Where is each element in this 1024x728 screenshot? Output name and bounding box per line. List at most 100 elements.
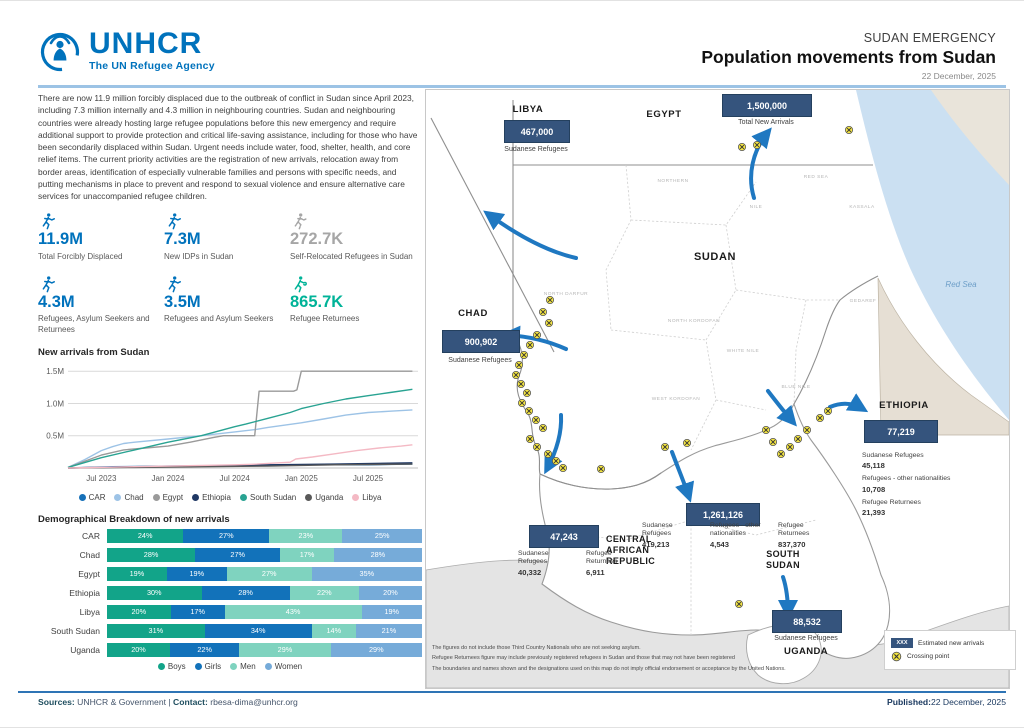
legend-dot-icon (352, 494, 360, 502)
demo-row-chad: Chad 28% 27% 17% 28% (38, 548, 422, 562)
stat-refugees-asylum-returnees: 4.3M Refugees, Asylum Seekers and Return… (38, 275, 158, 335)
country-label-egypt: EGYPT (646, 109, 681, 120)
entry-value: 21,393 (862, 508, 886, 518)
legend-item-car: CAR (78, 493, 106, 503)
crossing-point-icon (735, 600, 743, 608)
crossing-point-icon (816, 414, 824, 422)
callout-value-chad: 900,902 (442, 330, 520, 353)
legend-label: CAR (88, 493, 106, 503)
footer-sources: Sources: UNHCR & Government | Contact: r… (38, 697, 298, 707)
new-arrivals-line-chart: 0.5M 1.0M 1.5M Jul 2023 Jan 2024 Jul 2024 Jan … (46, 367, 418, 483)
legend-dot-icon (192, 494, 200, 502)
entry-label: Refugee Returnees (862, 498, 921, 506)
country-label-uganda: UGANDA (783, 646, 829, 657)
legend-dot-icon (239, 494, 247, 502)
entry-value: 45,118 (862, 461, 885, 471)
segment-girls: 27% (183, 529, 270, 543)
entry-label: Refugee Returnees (586, 550, 618, 566)
demo-row-egypt: Egypt 19% 19% 27% 35% (38, 567, 422, 581)
x-tick-label: Jan 2025 (285, 474, 318, 483)
crossing-point-icon (559, 464, 567, 472)
stacked-bar: 30% 28% 22% 20% (107, 586, 422, 600)
legend-crossing-point: Crossing point (891, 651, 1009, 662)
crossing-point-icon (533, 331, 541, 339)
contact-label: Contact: (173, 697, 208, 707)
demo-chart-title: Demographical Breakdown of new arrivals (38, 514, 230, 526)
legend-label: Uganda (315, 493, 344, 503)
state-label: BLUE NILE (781, 384, 810, 390)
crossing-point-icon (532, 416, 540, 424)
movement-arrow-to-south-sudan (670, 450, 695, 503)
entry-value: 837,370 (778, 539, 806, 549)
callout-entry: Refugees - other nationalities 10,708 (862, 475, 950, 493)
state-label: WEST KORDOFAN (652, 396, 701, 402)
legend-dot-icon (114, 494, 122, 502)
legend-dot-icon (194, 663, 202, 671)
y-tick-label: 1.0M (46, 400, 64, 409)
country-label-sudan: SUDAN (694, 251, 736, 263)
segment-boys: 24% (107, 529, 184, 543)
legend-label: Libya (362, 493, 382, 503)
state-label: NILE (750, 204, 763, 210)
stat-value: 7.3M (164, 230, 201, 249)
category-label: Chad (79, 549, 100, 560)
segment-women: 19% (361, 605, 422, 619)
asylum-icon (168, 276, 181, 293)
segment-girls: 19% (166, 567, 227, 581)
demographic-legend: Boys Girls Men Women (38, 662, 422, 671)
segment-women: 21% (355, 624, 422, 638)
category-label: Uganda (70, 644, 100, 655)
country-label-ethiopia: ETHIOPIA (879, 400, 929, 411)
callout-caption-uganda: Sudanese Refugees (774, 635, 838, 642)
line-chart-legend: CAR Chad Egypt Ethiopia South Sudan Uganda Lib… (38, 493, 422, 502)
series-chad (67, 409, 413, 469)
callout-value-car: 47,243 (529, 525, 599, 548)
segment-men: 17% (280, 548, 334, 562)
x-tick-label: Jul 2025 (353, 474, 384, 483)
map-legend: XXX Estimated new arrivals Crossing poin… (884, 630, 1016, 670)
callout-entry: Refugees - other nationalities 4,543 (710, 522, 768, 549)
stacked-bar: 20% 22% 29% 29% (107, 643, 422, 657)
crossing-point-icon (661, 443, 669, 451)
refugees-icon (42, 276, 55, 293)
intro-paragraph: There are now 11.9 million forcibly disp… (38, 93, 418, 202)
movement-arrow-to-egypt (749, 127, 772, 200)
contact-email[interactable]: rbesa-dima@unhcr.org (210, 697, 298, 707)
state-label: NORTHERN (657, 178, 688, 184)
entry-label: Refugees - other nationalities (862, 475, 951, 483)
category-label: Egypt (78, 568, 100, 579)
stat-value: 865.7K (290, 293, 344, 312)
legend-label: Estimated new arrivals (918, 639, 985, 647)
crossing-point-icon (518, 399, 526, 407)
crossing-point-icon (523, 389, 531, 397)
entry-value: 6,911 (586, 567, 605, 577)
legend-label: South Sudan (249, 493, 297, 503)
state-label: NORTH KORDOFAN (668, 318, 720, 324)
segment-boys: 28% (107, 548, 196, 562)
header-divider (38, 85, 1006, 88)
legend-item-ethiopia: Ethiopia (192, 493, 231, 502)
brand-subtitle: The UN Refugee Agency (89, 60, 215, 72)
crossing-point-icon (526, 341, 534, 349)
legend-item-girls: Girls (194, 662, 221, 671)
crossing-point-icon (597, 465, 605, 473)
movement-arrow-to-car (544, 413, 564, 475)
legend-new-arrivals: XXX Estimated new arrivals (891, 638, 1009, 648)
returnees-icon (294, 276, 307, 293)
stat-label: Refugees, Asylum Seekers and Returnees (38, 314, 150, 334)
stat-new-idps: 7.3M New IDPs in Sudan (164, 212, 284, 262)
red-sea (856, 90, 1009, 420)
callout-entry: Sudanese Refugees 45,118 (862, 452, 950, 470)
legend-label: Egypt (162, 493, 184, 503)
entry-label: Refugee Returnees (778, 522, 810, 538)
stat-label: New IDPs in Sudan (164, 251, 234, 261)
series-egypt (67, 370, 413, 469)
entry-value: 40,332 (518, 567, 542, 577)
stat-label: Refugee Returnees (290, 314, 360, 324)
crossing-point-icon (552, 457, 560, 465)
state-label: GEDAREF (850, 298, 877, 304)
entry-label: Refugees - other nationalities (710, 522, 761, 538)
crossing-point-icon (533, 443, 541, 451)
crossing-point-icon (753, 141, 761, 149)
